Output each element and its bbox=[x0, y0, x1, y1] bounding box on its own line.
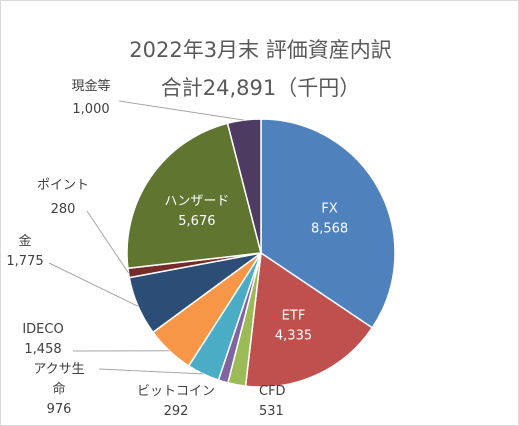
leader-line-9 bbox=[118, 100, 245, 121]
chart-subtitle: 合計24,891（千円） bbox=[160, 76, 361, 100]
slice-label-9: 現金等 bbox=[71, 78, 110, 94]
pie-slice-0 bbox=[260, 118, 396, 329]
slice-value-1: 4,335 bbox=[275, 329, 312, 344]
leader-line-4 bbox=[98, 368, 204, 375]
slice-label-7: ポイント bbox=[37, 178, 89, 193]
slice-label-4: 命 bbox=[52, 381, 65, 397]
slice-value-5: 1,458 bbox=[24, 342, 61, 357]
pie-slice-1 bbox=[244, 251, 374, 388]
leader-line-6 bbox=[48, 262, 139, 307]
slice-label-3: ビットコイン bbox=[137, 384, 215, 399]
slice-value-2: 531 bbox=[259, 404, 284, 419]
leader-line-7 bbox=[86, 210, 129, 274]
slice-value-9: 1,000 bbox=[72, 102, 109, 117]
slice-label-2: CFD bbox=[259, 384, 286, 399]
slice-value-0: 8,568 bbox=[311, 222, 348, 237]
chart-title: 2022年3月末 評価資産内訳 bbox=[129, 38, 392, 62]
pie-slice-9 bbox=[226, 118, 262, 254]
slice-value-4: 976 bbox=[47, 402, 72, 417]
slice-value-8: 5,676 bbox=[178, 214, 215, 229]
slice-label-6: 金 bbox=[18, 233, 31, 249]
pie-slice-8 bbox=[126, 122, 262, 270]
slice-value-7: 280 bbox=[51, 202, 76, 217]
slice-label-5: IDECO bbox=[22, 322, 63, 337]
slice-value-3: 292 bbox=[164, 404, 189, 419]
slice-label-4: アクサ生 bbox=[33, 362, 84, 377]
slice-label-0: FX bbox=[321, 202, 337, 217]
slice-value-6: 1,775 bbox=[6, 254, 43, 269]
slice-label-8: ハンザード bbox=[164, 194, 229, 209]
slice-label-1: ETF bbox=[282, 309, 306, 324]
